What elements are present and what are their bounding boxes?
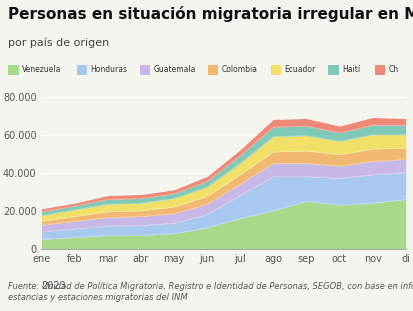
Bar bbox=[8, 65, 19, 75]
Text: Fuente: Unidad de Política Migratoria, Registro e Identidad de Personas, SEGOB, : Fuente: Unidad de Política Migratoria, R… bbox=[8, 282, 413, 302]
Text: Guatemala: Guatemala bbox=[153, 66, 195, 74]
Bar bbox=[270, 65, 280, 75]
Bar bbox=[328, 65, 338, 75]
Bar bbox=[76, 65, 87, 75]
Text: Ch: Ch bbox=[388, 66, 398, 74]
Text: por país de origen: por país de origen bbox=[8, 37, 109, 48]
Text: Colombia: Colombia bbox=[221, 66, 257, 74]
Text: Ecuador: Ecuador bbox=[284, 66, 315, 74]
Text: Personas en situación migratoria irregular en México: Personas en situación migratoria irregul… bbox=[8, 6, 413, 22]
Text: Honduras: Honduras bbox=[90, 66, 127, 74]
Text: Haití: Haití bbox=[341, 66, 359, 74]
Bar bbox=[139, 65, 150, 75]
Text: 2023: 2023 bbox=[41, 281, 66, 291]
Bar bbox=[374, 65, 385, 75]
Text: Venezuela: Venezuela bbox=[22, 66, 61, 74]
Bar bbox=[207, 65, 218, 75]
